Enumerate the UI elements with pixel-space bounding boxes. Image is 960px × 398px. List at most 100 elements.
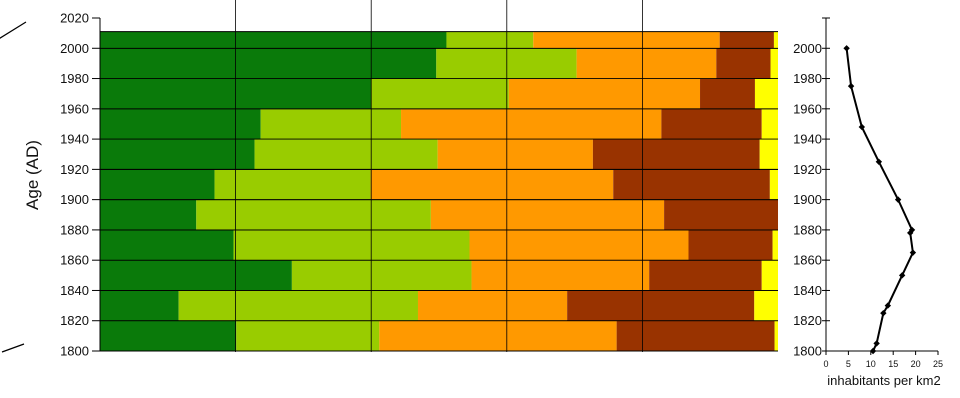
bar-1960-segment-3 xyxy=(508,78,701,109)
bar-2000-segment-3 xyxy=(533,31,720,49)
bar-1880-segment-3 xyxy=(430,199,665,230)
bar-1980-segment-4 xyxy=(716,48,771,79)
bar-1880-segment-4 xyxy=(664,199,778,230)
bar-1840-segment-2 xyxy=(291,260,472,291)
right-x-tick-label-0: 0 xyxy=(823,359,828,369)
left-y-tick-label-1820: 1820 xyxy=(60,313,89,328)
bar-1980-segment-3 xyxy=(576,48,717,79)
left-y-tick-label-1940: 1940 xyxy=(60,132,89,147)
edge-mark-top xyxy=(0,21,27,39)
bar-1820-segment-5 xyxy=(754,290,778,321)
bar-1920-segment-1 xyxy=(100,139,255,170)
bar-1860-segment-2 xyxy=(233,229,470,261)
bar-1800-segment-4 xyxy=(616,320,775,351)
right-y-tick-label-1920: 1920 xyxy=(793,162,822,177)
density-point-2000 xyxy=(843,45,850,52)
density-line xyxy=(845,48,914,352)
density-point-1800 xyxy=(869,347,877,355)
left-y-tick-label-1860: 1860 xyxy=(60,253,89,268)
density-point-1865 xyxy=(909,249,917,256)
bar-1800-segment-5 xyxy=(774,320,778,351)
right-y-tick-label-1820: 1820 xyxy=(793,313,822,328)
density-point-1830 xyxy=(884,302,892,309)
bar-2000-segment-4 xyxy=(719,31,774,49)
right-y-tick-label-2000: 2000 xyxy=(793,41,822,56)
bar-1840-segment-5 xyxy=(761,260,778,291)
right-x-tick-label-20: 20 xyxy=(911,359,921,369)
bar-1980-segment-1 xyxy=(100,48,437,79)
bar-1860-segment-4 xyxy=(688,229,773,261)
right-x-tick-label-15: 15 xyxy=(888,359,898,369)
bar-1900-segment-3 xyxy=(370,169,614,200)
bar-1900-segment-4 xyxy=(613,169,770,200)
bar-1940-segment-3 xyxy=(401,108,662,140)
right-y-tick-label-1860: 1860 xyxy=(793,253,822,268)
right-x-tick-label-25: 25 xyxy=(933,359,943,369)
left-y-tick-label-1800: 1800 xyxy=(60,344,89,359)
bar-1960-segment-2 xyxy=(371,78,509,109)
bar-1960-segment-4 xyxy=(700,78,755,109)
density-point-1975 xyxy=(847,82,855,90)
bar-1980-segment-5 xyxy=(770,48,778,79)
right-y-tick-label-1940: 1940 xyxy=(793,132,822,147)
density-point-1825 xyxy=(880,309,887,317)
left-y-tick-label-2000: 2000 xyxy=(60,41,89,56)
density-point-1805 xyxy=(873,340,880,347)
edge-mark-bottom xyxy=(1,343,25,353)
left-y-tick-label-1840: 1840 xyxy=(60,283,89,298)
bar-1840-segment-3 xyxy=(471,260,650,291)
left-y-tick-label-1880: 1880 xyxy=(60,222,89,237)
bar-2000-segment-1 xyxy=(100,31,447,49)
bar-1920-segment-2 xyxy=(254,139,438,170)
bar-1920-segment-4 xyxy=(592,139,760,170)
bar-1860-segment-5 xyxy=(772,229,778,261)
density-point-1900 xyxy=(894,196,902,203)
left-y-tick-label-2020: 2020 xyxy=(60,11,89,26)
bar-1820-segment-2 xyxy=(178,290,418,321)
density-point-1850 xyxy=(898,272,906,279)
bar-1820-segment-1 xyxy=(100,290,179,321)
bar-1880-segment-1 xyxy=(100,199,197,230)
left-y-tick-label-1920: 1920 xyxy=(60,162,89,177)
bar-1820-segment-3 xyxy=(417,290,568,321)
bar-1940-segment-4 xyxy=(661,108,762,140)
left-y-axis-title: Age (AD) xyxy=(23,140,42,210)
bar-1920-segment-5 xyxy=(759,139,778,170)
left-y-tick-label-1960: 1960 xyxy=(60,101,89,116)
bar-1800-segment-2 xyxy=(236,320,380,351)
density-point-1948 xyxy=(858,123,866,131)
right-y-tick-label-1880: 1880 xyxy=(793,222,822,237)
bar-1860-segment-1 xyxy=(100,229,234,261)
bar-2000-segment-5 xyxy=(773,31,778,49)
bar-1800-segment-1 xyxy=(100,320,237,351)
right-x-axis-title: inhabitants per km2 xyxy=(827,373,940,388)
left-y-tick-label-1980: 1980 xyxy=(60,71,89,86)
bar-1920-segment-3 xyxy=(437,139,593,170)
right-y-tick-label-1980: 1980 xyxy=(793,71,822,86)
right-y-tick-label-1800: 1800 xyxy=(793,344,822,359)
bar-1960-segment-5 xyxy=(754,78,778,109)
bar-1860-segment-3 xyxy=(469,229,689,261)
bar-1940-segment-5 xyxy=(761,108,778,140)
right-x-tick-label-10: 10 xyxy=(866,359,876,369)
bar-2000-segment-2 xyxy=(446,31,534,49)
bar-1880-segment-2 xyxy=(196,199,431,230)
bar-1840-segment-1 xyxy=(100,260,292,291)
bar-1900-segment-5 xyxy=(769,169,778,200)
bar-1840-segment-4 xyxy=(649,260,762,291)
bar-1940-segment-2 xyxy=(260,108,402,140)
bar-1940-segment-1 xyxy=(100,108,261,140)
right-y-tick-label-1960: 1960 xyxy=(793,101,822,116)
right-y-tick-label-1900: 1900 xyxy=(793,192,822,207)
bar-1900-segment-1 xyxy=(100,169,215,200)
bar-1900-segment-2 xyxy=(214,169,371,200)
right-y-tick-label-1840: 1840 xyxy=(793,283,822,298)
left-y-tick-label-1900: 1900 xyxy=(60,192,89,207)
density-point-1880 xyxy=(908,226,916,234)
right-x-tick-label-5: 5 xyxy=(846,359,851,369)
bar-1800-segment-3 xyxy=(379,320,617,351)
bar-1820-segment-4 xyxy=(567,290,755,321)
density-point-1925 xyxy=(875,158,883,165)
